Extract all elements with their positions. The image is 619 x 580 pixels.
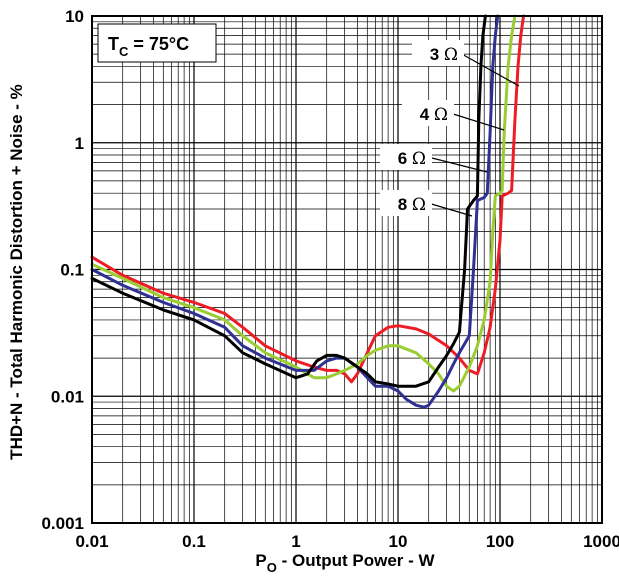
- series-line-2: [90, 14, 517, 393]
- y-tick-label: 0.1: [60, 261, 84, 280]
- y-tick-label: 10: [65, 7, 84, 26]
- y-tick-label: 0.001: [41, 514, 84, 533]
- annotation-label-3: 3 Ω: [430, 45, 458, 65]
- plot-border: [91, 15, 603, 524]
- y-tick-label: 0.01: [51, 387, 84, 406]
- annotation-bg: [402, 100, 454, 126]
- x-tick-label: 1000: [583, 532, 619, 551]
- svg-text:TC = 75°C: TC = 75°C: [108, 34, 189, 59]
- y-axis-label: THD+N - Total Harmonic Distortion + Nois…: [7, 84, 26, 460]
- y-tick-label: 1: [75, 134, 84, 153]
- condition-main: T: [108, 34, 119, 54]
- series-line-3: [90, 14, 500, 409]
- series-line-4: [90, 14, 487, 388]
- annotation-label-4: 4 Ω: [420, 105, 448, 125]
- condition-label: TC = 75°C: [97, 23, 217, 63]
- x-tick-label: 1: [291, 532, 300, 551]
- y-tick-labels: 0.001 0.01 0.1 1 10: [41, 7, 84, 533]
- annotation-bg: [380, 144, 432, 170]
- plot-frame: [91, 15, 603, 524]
- x-tick-label: 100: [486, 532, 514, 551]
- series-lines: [90, 14, 525, 409]
- annotation-leader: [459, 52, 520, 87]
- annotation-leader: [427, 156, 488, 173]
- annotation-label-6: 6 Ω: [398, 149, 426, 169]
- x-tick-label: 10: [389, 532, 408, 551]
- series-annotations: 3 Ω 4 Ω 6 Ω 8 Ω: [380, 40, 520, 217]
- annotation-leader: [449, 112, 505, 131]
- annotation-leader: [427, 202, 473, 217]
- annotation-bg: [380, 190, 432, 216]
- x-tick-label: 0.1: [182, 532, 206, 551]
- xlabel-rest: - Output Power - W: [277, 551, 436, 570]
- series-line-1: [90, 14, 525, 384]
- x-tick-labels: 0.01 0.1 1 10 100 1000: [75, 532, 619, 551]
- condition-rest: = 75°C: [128, 34, 189, 54]
- grid: [91, 16, 602, 524]
- annotation-label-8: 8 Ω: [398, 195, 426, 215]
- xlabel-sub: O: [267, 560, 277, 575]
- condition-sub: C: [119, 44, 129, 59]
- x-axis-label: PO - Output Power - W: [255, 551, 435, 575]
- annotation-bg: [412, 40, 464, 66]
- xlabel-main: P: [255, 551, 266, 570]
- x-tick-label: 0.01: [75, 532, 108, 551]
